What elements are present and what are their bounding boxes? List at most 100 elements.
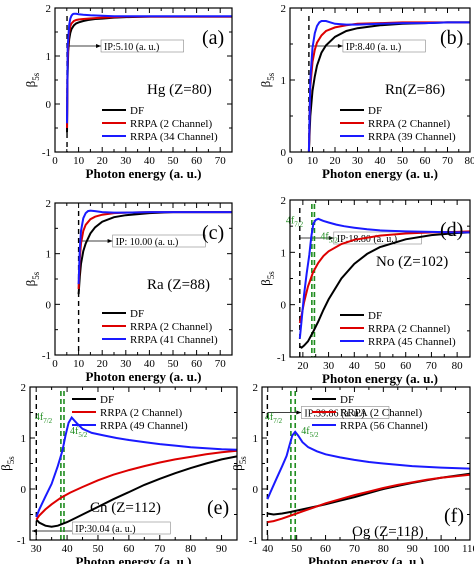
ip-label: IP:5.10 (a. u.) [104,42,159,53]
element-label: Cn (Z=112) [90,500,161,516]
x-tick-label: 0 [287,155,293,167]
legend-entry: RRPA (2 Channel) [130,118,212,130]
y-tick-label: -1 [249,535,258,547]
legend-entry: RRPA (39 Channel) [368,131,456,143]
y-tick-label: 0 [281,300,287,312]
marker-label-text: 4f [70,426,79,437]
panel-2: 0 10 20 30 40 50 60 70 80 0 1 2 Photon energy (a. u.… [258,3,474,181]
x-tick-label: 70 [215,155,227,167]
x-tick-label: 0 [52,155,58,167]
marker-label-sub: 5/2 [310,431,319,439]
plot-frame [289,7,471,153]
x-tick-label: 100 [433,543,450,555]
panel-label: (f) [444,505,464,527]
y-tick-label: 2 [21,382,27,394]
x-tick-label: 50 [291,543,303,555]
element-label: Rn(Z=86) [385,82,445,98]
x-axis-title: Photon energy (a. u.) [308,554,424,564]
marker-label-text: 4f [320,232,329,243]
ip-label-box [112,234,206,248]
y-axis-symbol: β [230,464,245,471]
marker-label-sub: 5/2 [78,431,87,439]
ip-arrowhead [296,410,302,415]
y-axis-title: β5s [0,456,16,471]
element-label: Og (Z=118) [352,524,424,540]
legend-entry: DF [130,105,144,117]
legend-entry: RRPA (56 Channel) [340,420,428,432]
x-tick-label: 30 [323,360,335,372]
y-tick-label: 2 [281,195,287,207]
x-tick-label: 10 [73,155,85,167]
y-axis-title: β5s [258,271,276,286]
x-tick-label: 40 [144,358,156,370]
x-tick-label: 10 [73,358,85,370]
x-tick-label: 20 [297,360,309,372]
y-axis-subscript: 5s [31,72,41,81]
ip-label: IP:8.40 (a. u.) [346,42,401,53]
x-tick-label: 50 [168,155,180,167]
y-axis-title: β5s [230,456,248,471]
x-tick-label: 30 [352,155,364,167]
x-axis-title: Photon energy (a. u.) [76,554,192,564]
legend-entry: DF [368,105,382,117]
y-axis-symbol: β [258,80,273,87]
ip-label: IP:39.86 (a. u.) [304,409,364,420]
ip-label-box [72,521,171,535]
x-tick-label: 50 [168,358,180,370]
marker-label-sub: 7/2 [43,417,52,425]
ip-arrowhead [337,44,343,48]
x-tick-label: 70 [349,543,361,555]
y-tick-label: 1 [21,433,27,445]
y-tick-label: 0 [21,484,27,496]
panel-label: (a) [202,27,224,49]
y-tick-label: 1 [46,51,52,63]
plot-frame [29,386,238,541]
legend-entry: RRPA (49 Channel) [100,420,188,432]
x-tick-label: 80 [378,543,390,555]
y-axis-title: β5s [258,72,276,87]
marker-label-text: 4f [35,412,44,423]
x-axis-title: Photon energy (a. u.) [86,369,202,384]
y-axis-subscript: 5s [238,456,248,465]
series-line-3 [66,12,232,124]
legend-entry: RRPA (2 Channel) [368,118,450,130]
marker-label: 4f5/2 [301,426,319,439]
y-tick-label: 0 [46,299,52,311]
y-tick-label: -1 [42,147,51,159]
legend-entry: DF [130,308,144,320]
y-tick-label: 2 [46,198,52,210]
plot-frame [261,386,471,541]
y-axis-symbol: β [258,279,273,286]
marker-label: 4f7/2 [265,412,283,425]
x-tick-label: 90 [407,543,419,555]
y-axis-subscript: 5s [266,72,276,81]
x-tick-label: 20 [330,155,342,167]
legend-entry: RRPA (34 Channel) [130,131,218,143]
x-tick-label: 10 [307,155,319,167]
panel-5: 30 40 50 60 70 80 90 -1 0 1 2 Photon energy (a. u.)… [0,382,238,564]
y-tick-label: 2 [253,382,259,394]
x-tick-label: 60 [191,155,203,167]
series-line-3 [298,217,470,339]
marker-label-sub: 5/2 [329,237,338,245]
y-tick-label: -1 [277,352,286,364]
ip-label-box [342,39,426,53]
x-tick-label: 70 [442,155,454,167]
y-tick-label: 0 [281,147,287,159]
ip-arrowhead [96,44,102,48]
y-axis-symbol: β [23,80,38,87]
x-tick-label: 0 [52,358,58,370]
legend-entry: DF [368,310,382,322]
x-tick-label: 50 [397,155,409,167]
x-axis-title: Photon energy (a. u.) [86,166,202,181]
x-tick-label: 80 [185,543,197,555]
series-line-2 [35,449,237,521]
x-tick-label: 40 [262,543,274,555]
y-tick-label: 0 [46,99,52,111]
x-tick-label: 70 [426,360,438,372]
x-tick-label: 80 [452,360,464,372]
element-label: No (Z=102) [376,254,448,270]
ip-label: IP:18.80 (a. u.) [337,234,397,245]
y-axis-subscript: 5s [266,271,276,280]
